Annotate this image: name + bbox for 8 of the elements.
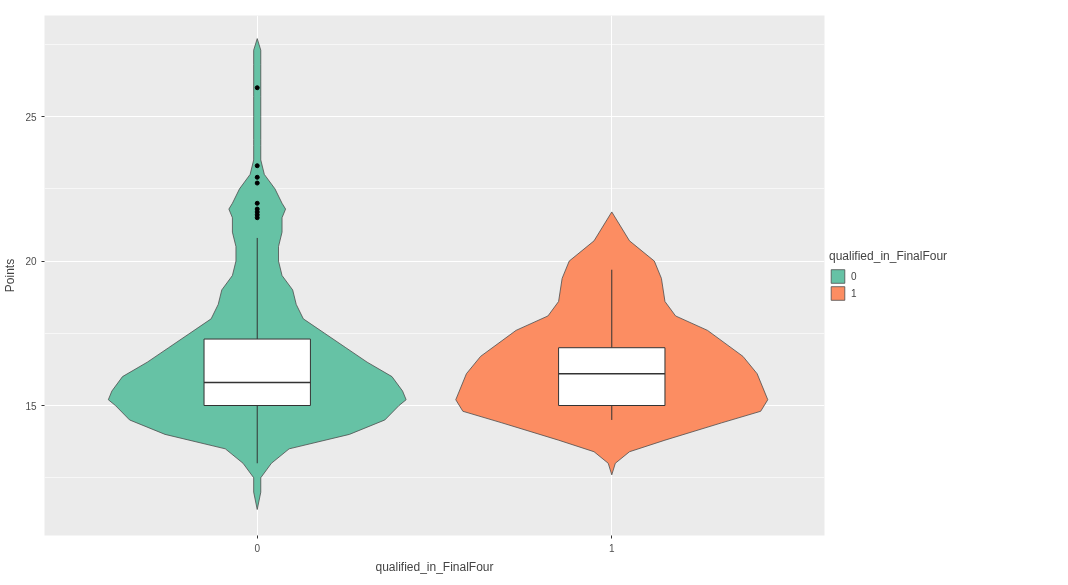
y-axis-title: Points	[3, 258, 18, 293]
x-axis-title: qualified_in_FinalFour	[375, 559, 494, 574]
legend-title: qualified_in_FinalFour	[829, 248, 948, 263]
legend-label: 1	[851, 287, 858, 299]
y-tick-label: 20	[25, 256, 37, 268]
y-tick-label: 15	[25, 400, 37, 412]
legend-label: 0	[851, 270, 858, 282]
y-tick-label: 25	[25, 111, 37, 123]
